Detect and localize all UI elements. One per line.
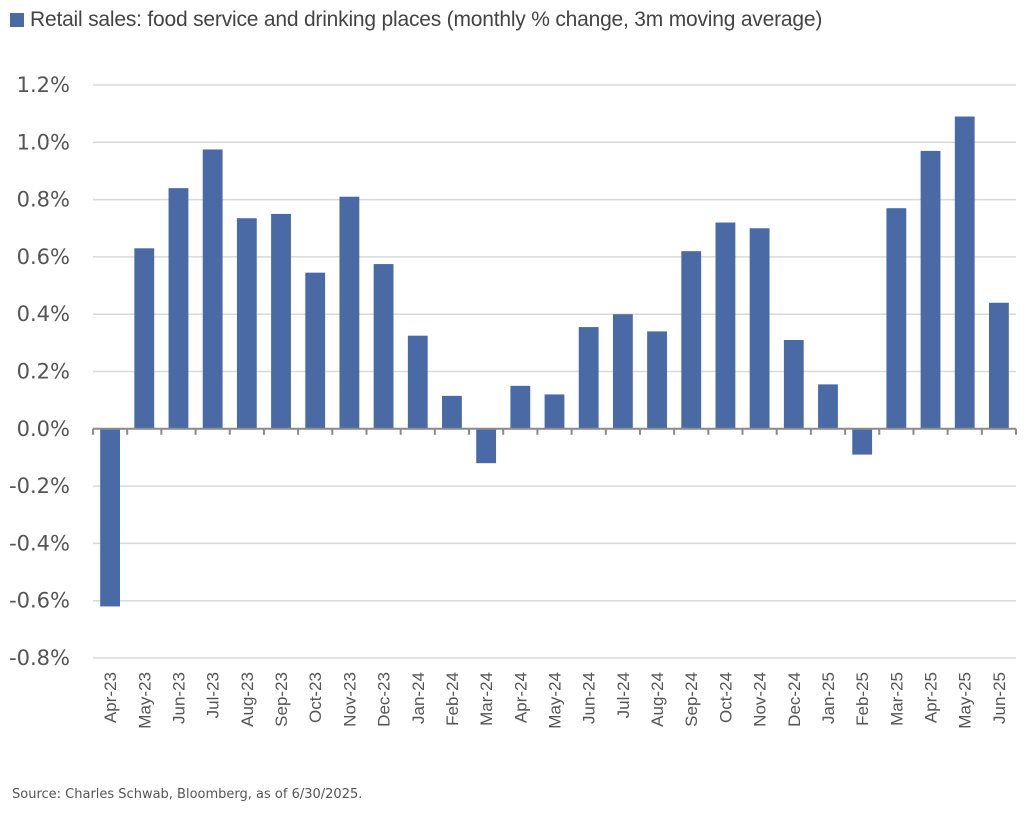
bar <box>612 314 633 429</box>
bar <box>236 218 257 429</box>
bar <box>476 428 497 464</box>
legend-label: Retail sales: food service and drinking … <box>30 8 823 31</box>
x-tick-label: Dec-23 <box>375 672 394 727</box>
x-tick-label: Dec-24 <box>785 672 804 727</box>
x-axis <box>92 427 1017 435</box>
bar <box>510 385 531 429</box>
bar <box>373 264 394 429</box>
bar <box>818 384 838 429</box>
bar <box>920 150 941 429</box>
x-tick-label: May-25 <box>956 672 975 729</box>
x-tick-label: Apr-24 <box>511 672 530 723</box>
x-tick-label: Jan-25 <box>819 672 838 724</box>
bar <box>681 251 702 429</box>
x-tick-label: Apr-25 <box>922 672 941 723</box>
bar <box>134 248 155 429</box>
x-tick-label: Jan-24 <box>409 672 428 724</box>
bar <box>852 428 873 455</box>
bar <box>407 335 428 429</box>
bar-chart: 1.2% 1.0% 0.8% 0.6% 0.4% 0.2% 0.0% -0.2% -0.4% -0… <box>9 73 1017 729</box>
x-tick-label: Sep-23 <box>272 672 291 727</box>
legend: Retail sales: food service and drinking … <box>10 8 822 32</box>
x-tick-label: Jun-24 <box>580 672 599 724</box>
x-axis-ticks: Apr-23 May-23 Jun-23 Jul-23 Aug-23 Sep-23 Oct-… <box>101 672 1009 729</box>
y-tick-label: 0.0% <box>17 417 70 441</box>
bar <box>647 331 667 429</box>
bar <box>305 272 326 429</box>
bar <box>988 302 1009 429</box>
bar <box>715 222 736 429</box>
bar <box>442 395 462 429</box>
bar <box>578 327 599 429</box>
source-note: Source: Charles Schwab, Bloomberg, as of… <box>12 787 363 802</box>
x-tick-label: Feb-24 <box>443 672 462 726</box>
x-tick-label: Jun-23 <box>169 672 188 724</box>
x-tick-label: Mar-25 <box>887 672 906 726</box>
bar <box>749 228 770 429</box>
bar <box>100 428 121 607</box>
x-tick-label: Nov-24 <box>751 672 770 727</box>
y-tick-label: 0.2% <box>17 360 70 384</box>
y-tick-label: 1.2% <box>17 73 70 97</box>
gridlines <box>93 84 1016 659</box>
y-tick-label: 0.6% <box>17 245 70 269</box>
bar <box>271 213 291 429</box>
y-axis-ticks: 1.2% 1.0% 0.8% 0.6% 0.4% 0.2% 0.0% -0.2% -0.4% -0… <box>9 73 70 670</box>
y-tick-label: 0.8% <box>17 188 70 212</box>
y-tick-label: -0.6% <box>9 589 70 613</box>
y-tick-label: -0.8% <box>9 646 70 670</box>
x-tick-label: Apr-23 <box>101 672 120 723</box>
bar <box>783 339 804 429</box>
x-tick-label: Jun-25 <box>990 672 1009 724</box>
x-tick-label: Aug-23 <box>238 672 257 727</box>
y-tick-label: 1.0% <box>17 130 70 154</box>
x-tick-label: Oct-23 <box>306 672 325 723</box>
x-tick-label: May-24 <box>546 672 565 729</box>
y-tick-label: 0.4% <box>17 302 70 326</box>
legend-swatch <box>10 13 24 27</box>
bar <box>202 149 223 429</box>
x-tick-label: Feb-25 <box>853 672 872 726</box>
x-tick-label: Aug-24 <box>648 672 667 727</box>
x-tick-label: Oct-24 <box>716 672 735 723</box>
x-tick-label: May-23 <box>135 672 154 729</box>
bars <box>100 116 1009 607</box>
bar <box>954 116 975 429</box>
x-tick-label: Jul-24 <box>614 672 633 718</box>
x-tick-label: Sep-24 <box>682 672 701 727</box>
bar <box>886 208 907 429</box>
x-tick-label: Mar-24 <box>477 672 496 726</box>
bar <box>339 196 360 429</box>
x-tick-label: Jul-23 <box>204 672 223 718</box>
bar <box>168 188 189 429</box>
bar <box>544 394 565 429</box>
y-tick-label: -0.2% <box>9 474 70 498</box>
y-tick-label: -0.4% <box>9 531 70 555</box>
x-tick-label: Nov-23 <box>340 672 359 727</box>
